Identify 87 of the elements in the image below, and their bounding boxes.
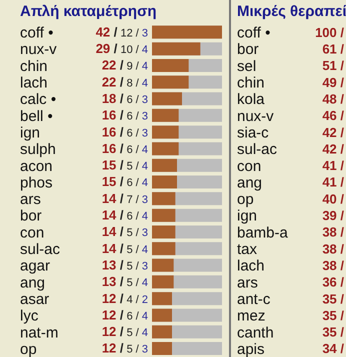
data-label: 35 / bbox=[322, 308, 344, 323]
data-label: 38 / bbox=[322, 224, 344, 240]
category-label: acon bbox=[20, 158, 53, 175]
data-label: 61 / bbox=[322, 42, 344, 57]
data-label: 100 / bbox=[315, 24, 344, 40]
text: Μικρές θεραπεί bbox=[237, 3, 346, 20]
category-label: canth bbox=[237, 324, 274, 342]
data-label: 12 / 4 / 2 bbox=[102, 290, 148, 306]
category-label: op bbox=[20, 340, 37, 357]
data-label: 51 / bbox=[322, 58, 344, 74]
category-label: sel bbox=[237, 58, 256, 75]
data-label: 14 / 6 / 4 bbox=[102, 208, 148, 223]
category-label: ang bbox=[237, 174, 262, 192]
data-label: 49 / bbox=[322, 74, 344, 90]
bar bbox=[152, 292, 172, 306]
data-label: 40 / bbox=[322, 191, 344, 206]
data-label: 41 / bbox=[322, 158, 344, 174]
data-label: 15 / 5 / 4 bbox=[102, 158, 148, 173]
data-label: 13 / 5 / 4 bbox=[102, 274, 148, 290]
data-label: 46 / bbox=[322, 108, 344, 124]
data-label: 42 / bbox=[322, 141, 344, 156]
data-label: 38 / bbox=[322, 258, 344, 273]
category-label: bell • bbox=[20, 108, 53, 125]
data-label: 14 / 5 / 3 bbox=[102, 224, 148, 240]
chart-title: Απλή καταμέτρηση bbox=[20, 3, 157, 20]
data-label: 16 / 6 / 3 bbox=[102, 108, 148, 123]
data-label: 12 / 5 / 3 bbox=[102, 340, 148, 356]
data-label: 42 / bbox=[322, 124, 344, 140]
data-label: 48 / bbox=[322, 91, 344, 106]
data-label: 14 / 7 / 3 bbox=[102, 190, 148, 206]
category-label: nux-v bbox=[20, 41, 57, 58]
data-label: 15 / 6 / 4 bbox=[102, 174, 148, 190]
data-label: 39 / bbox=[322, 208, 344, 224]
category-label: nux-v bbox=[237, 108, 274, 125]
category-label: calc • bbox=[20, 91, 56, 108]
category-label: lyc bbox=[20, 308, 38, 325]
data-label: 16 / 6 / 3 bbox=[102, 124, 148, 140]
category-label: coff • bbox=[20, 24, 54, 42]
category-label: ign bbox=[20, 124, 40, 142]
data-label: 41 / bbox=[322, 174, 344, 190]
data-label: 22 / 9 / 4 bbox=[102, 58, 148, 73]
data-label: 12 / 6 / 4 bbox=[102, 307, 148, 322]
bar bbox=[152, 308, 172, 322]
category-label: lach bbox=[20, 74, 48, 92]
data-label: 34 / bbox=[322, 341, 344, 356]
bar bbox=[152, 275, 174, 288]
data-label: 13 / 5 / 3 bbox=[102, 257, 148, 272]
data-label: 14 / 5 / 4 bbox=[102, 240, 148, 256]
category-label: bor bbox=[20, 208, 42, 225]
category-label: apis bbox=[237, 340, 265, 357]
bar bbox=[152, 258, 174, 272]
category-label: nat-m bbox=[20, 324, 58, 342]
category-label: ars bbox=[20, 191, 41, 208]
category-label: sulph bbox=[20, 141, 56, 158]
category-label: agar bbox=[20, 258, 50, 275]
data-label: 38 / bbox=[322, 241, 344, 256]
category-label: con bbox=[237, 158, 262, 175]
category-label: chin bbox=[20, 58, 48, 75]
data-label: 36 / bbox=[322, 274, 344, 290]
category-label: ars bbox=[237, 274, 258, 292]
category-label: chin bbox=[237, 74, 265, 92]
data-label: 29 / 10 / 4 bbox=[96, 41, 148, 56]
category-label: sia-c bbox=[237, 124, 270, 142]
data-label: 22 / 8 / 4 bbox=[102, 74, 148, 90]
category-label: sul-ac bbox=[20, 241, 60, 258]
category-label: ant-c bbox=[237, 290, 271, 308]
category-label: coff • bbox=[237, 24, 270, 42]
data-label: 18 / 6 / 3 bbox=[102, 90, 148, 106]
category-label: op bbox=[237, 191, 254, 208]
data-label: 35 / bbox=[322, 324, 344, 340]
category-label: asar bbox=[20, 290, 50, 308]
data-label: 35 / bbox=[322, 291, 344, 306]
bar bbox=[152, 325, 172, 338]
data-label: 42 / 12 / 3 bbox=[96, 24, 148, 40]
category-label: con bbox=[20, 224, 44, 242]
category-label: bamb-a bbox=[237, 224, 289, 242]
category-label: ang bbox=[20, 274, 46, 292]
category-label: kola bbox=[237, 91, 266, 108]
category-label: lach bbox=[237, 258, 265, 275]
category-label: tax bbox=[237, 241, 258, 258]
data-label: 12 / 5 / 4 bbox=[102, 324, 148, 340]
category-label: ign bbox=[237, 208, 258, 225]
category-label: sul-ac bbox=[237, 141, 278, 158]
category-label: phos bbox=[20, 174, 53, 192]
data-label: 16 / 6 / 4 bbox=[102, 140, 148, 156]
category-label: bor bbox=[237, 41, 259, 58]
category-label: mez bbox=[237, 308, 266, 325]
